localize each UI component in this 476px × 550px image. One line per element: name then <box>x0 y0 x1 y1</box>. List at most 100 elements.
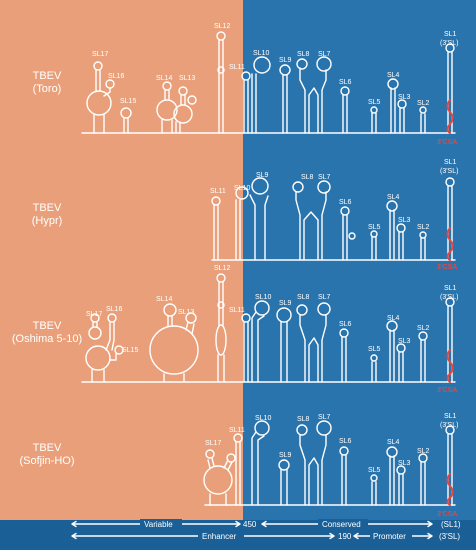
sl15-stem <box>123 117 129 134</box>
sl17-stem <box>93 113 105 134</box>
strain-name: TBEV <box>32 202 62 214</box>
label-sl8: SL8 <box>297 294 310 301</box>
sl14-loop <box>162 81 172 91</box>
mark-190-label: 190 <box>338 532 352 541</box>
sl3-loop <box>397 99 407 109</box>
sl9-loop <box>278 459 290 471</box>
sl4-loop <box>386 320 398 332</box>
sl3-stem <box>398 351 404 383</box>
panel-oshima-structures <box>81 273 456 383</box>
label-sl5: SL5 <box>368 224 381 231</box>
label-sl1: SL1 <box>444 285 457 292</box>
sl17-arm <box>95 69 101 92</box>
label-sl15: SL15 <box>122 347 138 354</box>
sl5-stem <box>371 236 377 261</box>
strain-subname: (Sofjin-HO) <box>19 455 75 467</box>
sl1-range-label: (SL1) <box>441 520 461 529</box>
sl10-stem <box>251 73 257 134</box>
panel-sofjin-labels: SL17 SL11 SL10 SL9 SL8 SL7 SL6 SL5 SL4 S… <box>205 413 458 518</box>
label-3csa: 3'CSA <box>437 139 457 146</box>
sl11-loop <box>241 313 251 323</box>
conserved-label-bg <box>318 519 368 529</box>
sl9-loop <box>251 177 269 195</box>
strain-label-oshima: TBEV (Oshima 5-10) <box>2 320 92 346</box>
label-sl1: SL1 <box>444 31 457 38</box>
label-sl6: SL6 <box>339 79 352 86</box>
sl6-loop <box>339 328 349 338</box>
scale-labels: Variable 450 Conserved (SL1) Enhancer 19… <box>140 519 461 541</box>
label-sl2: SL2 <box>417 448 430 455</box>
label-sl13: SL13 <box>178 309 194 316</box>
strain-label-hypr: TBEV (Hypr) <box>2 202 92 228</box>
panel-hypr-labels: SL11 SL10 SL9 SL8 SL7 SL6 SL5 SL4 SL3 SL… <box>210 159 458 271</box>
sl2-loop <box>419 231 427 239</box>
sl12-bulge <box>215 324 227 356</box>
label-sl1: SL1 <box>444 413 457 420</box>
panel-hypr-structures <box>211 177 456 261</box>
strain-subname: (Hypr) <box>31 215 63 227</box>
sl6-stem <box>341 454 347 506</box>
sl1-loop <box>445 425 455 435</box>
sl15-arm <box>109 353 117 361</box>
label-sl8: SL8 <box>297 416 310 423</box>
sl12-stem <box>218 39 224 134</box>
sl7-loop <box>316 420 332 436</box>
sl8-7-stem <box>299 434 327 506</box>
sl12-bulge <box>217 66 225 74</box>
sl11-loop <box>233 433 243 443</box>
panel-toro-structures <box>81 31 456 134</box>
mark-450-label: 450 <box>243 520 257 529</box>
sl13-loop <box>178 86 188 96</box>
sl17-base-stem <box>209 493 227 506</box>
csa-mark-sofjin <box>446 473 454 506</box>
label-sl9: SL9 <box>279 452 292 459</box>
sl9-stem <box>249 194 269 261</box>
strain-subname: (Toro) <box>32 83 62 95</box>
sl3-loop <box>396 223 406 233</box>
sl13-bulge <box>173 104 193 124</box>
enhancer-label-bg <box>198 531 244 541</box>
label-sl10: SL10 <box>255 294 271 301</box>
label-sl2: SL2 <box>417 325 430 332</box>
label-sl12: SL12 <box>214 265 230 272</box>
sl4-loop <box>387 78 399 90</box>
sl7-loop <box>317 180 331 194</box>
sl3-stem <box>398 231 404 261</box>
label-3csa: 3'CSA <box>437 511 457 518</box>
sl10-stem <box>235 199 241 261</box>
sl16-loop <box>107 313 117 323</box>
panel-toro-labels: SL17 SL16 SL15 SL14 SL13 SL12 SL11 SL10 … <box>92 23 458 146</box>
label-sl5: SL5 <box>368 99 381 106</box>
sl14-bulge <box>156 99 178 121</box>
strain-subname: (Oshima 5-10) <box>11 333 83 345</box>
sl8-7-inner <box>308 87 319 134</box>
sl2-loop <box>419 106 427 114</box>
label-3sl: (3'SL) <box>440 294 458 301</box>
sl13-arm <box>180 94 186 106</box>
label-sl6: SL6 <box>339 321 352 328</box>
label-3sl: (3'SL) <box>440 40 458 47</box>
label-sl2: SL2 <box>417 100 430 107</box>
sl5-loop <box>370 474 378 482</box>
sl17-loop <box>205 449 215 459</box>
variable-region-background <box>0 0 243 520</box>
sl10-stem <box>251 431 265 506</box>
sl12-stem <box>218 281 224 326</box>
label-sl3: SL3 <box>398 217 411 224</box>
strain-label-sofjin: TBEV (Sofjin-HO) <box>2 442 92 468</box>
label-sl3: SL3 <box>398 338 411 345</box>
sl14-loop <box>163 303 177 317</box>
sl8-7-stem <box>295 191 327 261</box>
sl10-stem <box>251 311 265 383</box>
label-sl4: SL4 <box>387 72 400 79</box>
label-sl10: SL10 <box>234 185 250 192</box>
sl7-loop <box>317 302 331 316</box>
sl11-stem <box>213 204 219 261</box>
sl10-loop <box>254 300 270 316</box>
sl17-arm-2 <box>223 459 233 471</box>
panel-oshima-labels: SL17 SL16 SL15 SL14 SL13 SL12 SL11 SL10 … <box>86 265 458 394</box>
strain-label-toro: TBEV (Toro) <box>2 70 92 96</box>
label-sl16: SL16 <box>106 306 122 313</box>
